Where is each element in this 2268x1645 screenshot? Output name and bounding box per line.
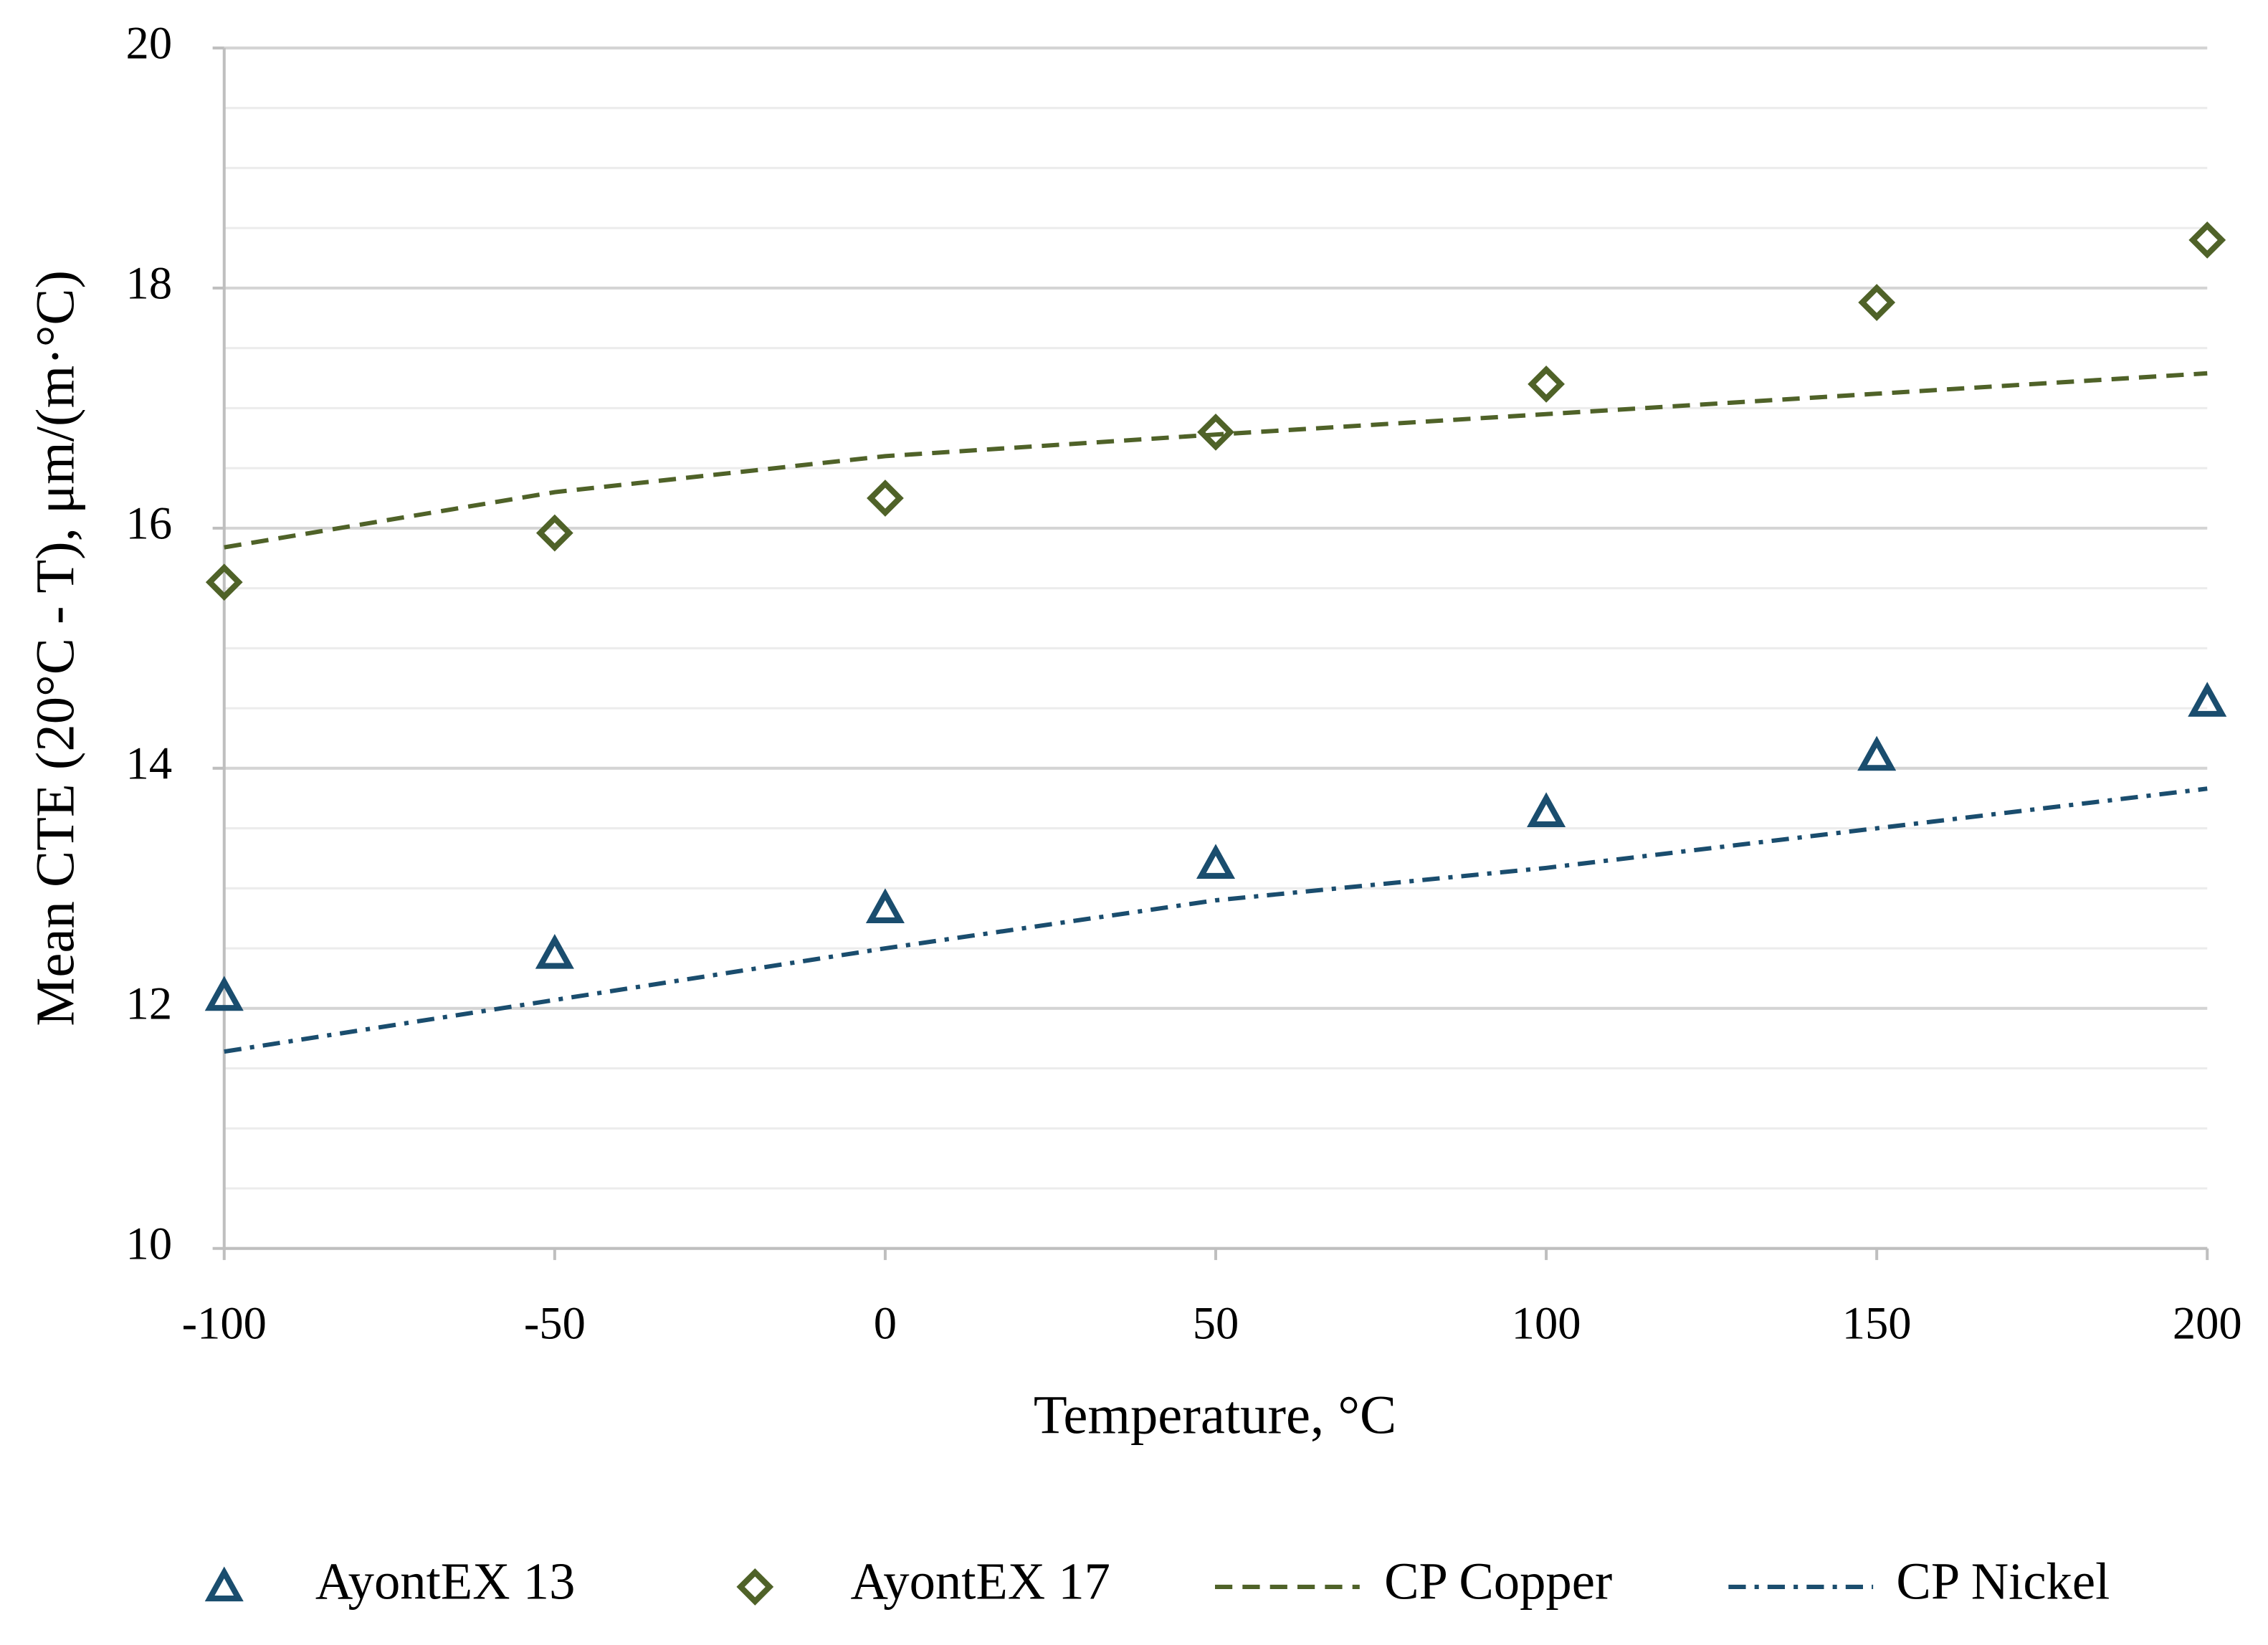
triangle-marker bbox=[535, 933, 574, 969]
diamond-marker bbox=[867, 480, 904, 517]
triangle-marker bbox=[865, 888, 905, 923]
diamond-marker bbox=[1197, 413, 1234, 451]
trend-line bbox=[224, 371, 2208, 550]
y-tick-label: 12 bbox=[126, 978, 173, 1029]
diamond-marker bbox=[535, 514, 573, 552]
triangle-marker bbox=[1857, 735, 1897, 771]
y-tick-label: 16 bbox=[126, 497, 173, 549]
y-tick-label: 20 bbox=[126, 17, 173, 69]
legend-marker bbox=[204, 1566, 244, 1602]
legend-label: AyontEX 13 bbox=[315, 1553, 576, 1611]
x-axis-label: Temperature, °C bbox=[1034, 1384, 1396, 1445]
triangle-marker bbox=[1196, 844, 1236, 879]
diamond-marker bbox=[205, 563, 243, 601]
legend-marker bbox=[736, 1568, 774, 1606]
x-tick-label: 150 bbox=[1842, 1297, 1912, 1349]
legend-label: AyontEX 17 bbox=[851, 1553, 1111, 1611]
diamond-marker bbox=[1858, 284, 1896, 321]
trend-line bbox=[224, 786, 2208, 1054]
x-tick-label: -100 bbox=[182, 1297, 267, 1349]
triangle-marker bbox=[2188, 682, 2227, 717]
triangle-marker bbox=[204, 976, 244, 1011]
legend-label: CP Copper bbox=[1384, 1553, 1612, 1611]
y-tick-label: 14 bbox=[126, 738, 173, 789]
x-tick-label: 0 bbox=[874, 1297, 897, 1349]
y-tick-label: 18 bbox=[126, 257, 173, 309]
legend-label: CP Nickel bbox=[1896, 1553, 2110, 1611]
diamond-marker bbox=[2188, 221, 2226, 259]
x-tick-label: -50 bbox=[524, 1297, 586, 1349]
x-tick-label: 50 bbox=[1193, 1297, 1239, 1349]
y-axis-label: Mean CTE (20°C - T), μm/(m·°C) bbox=[24, 270, 85, 1026]
x-tick-label: 100 bbox=[1512, 1297, 1581, 1349]
triangle-marker bbox=[1527, 792, 1566, 827]
y-tick-label: 10 bbox=[126, 1218, 173, 1269]
x-tick-label: 200 bbox=[2173, 1297, 2242, 1349]
diamond-marker bbox=[1528, 366, 1565, 403]
